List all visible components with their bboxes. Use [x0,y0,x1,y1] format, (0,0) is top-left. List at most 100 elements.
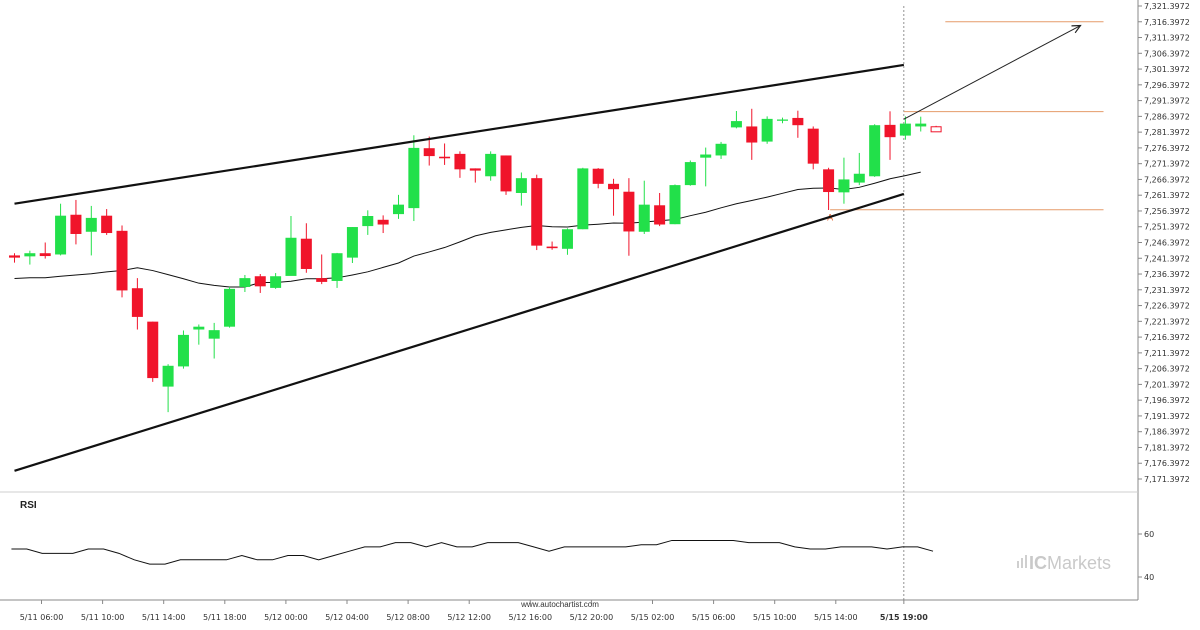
time-tick-label: 5/15 14:00 [814,613,858,622]
candle-body [9,255,20,258]
time-tick-label: 5/12 08:00 [386,613,430,622]
candle [393,194,404,219]
price-tick-label: 7,176.3972 [1144,459,1190,468]
candle [869,124,881,177]
candle [55,203,67,256]
candle-body [777,119,788,121]
time-tick-label: 5/12 16:00 [509,613,553,622]
candle [439,143,451,165]
price-tick-label: 7,281.3972 [1144,128,1190,137]
price-tick-label: 7,181.3972 [1144,443,1190,452]
candle-body [254,276,266,287]
candle [777,117,788,124]
candle-body [485,153,497,177]
candle-body [423,148,435,157]
candle-body [377,219,389,225]
candle [915,116,927,132]
candle [838,157,850,204]
price-tick-label: 7,256.3972 [1144,207,1190,216]
price-tick-label: 7,296.3972 [1144,81,1190,90]
price-tick-label: 7,221.3972 [1144,317,1190,326]
price-tick-label: 7,216.3972 [1144,333,1190,342]
candle [884,111,896,160]
candle [70,199,82,245]
candle [85,205,97,256]
price-tick-label: 7,236.3972 [1144,270,1190,279]
candle-body [346,227,358,258]
candle [254,274,266,293]
candle-body [408,147,420,209]
time-axis: 5/11 06:00 5/11 10:00 5/11 14:00 5/11 18:00… [20,600,928,622]
candle-body [838,179,850,193]
time-tick-label: 5/11 10:00 [81,613,125,622]
rsi-axis: 60 40 [1138,530,1154,582]
candle [608,178,620,216]
rsi-tick-label: 60 [1144,530,1154,539]
candle-body [899,123,911,136]
price-axis: 7,171.3972 7,176.3972 7,181.3972 7,186.3972… [1138,2,1190,484]
candlesticks [9,108,942,413]
candle [408,135,420,222]
rsi-label: RSI [20,500,37,511]
candle-body [546,246,558,249]
price-tick-label: 7,191.3972 [1144,412,1190,421]
candle-body [869,125,881,177]
candle [592,168,604,189]
candle [485,151,497,181]
candle [193,324,205,345]
candle [684,160,696,186]
candle-body [469,168,481,171]
candle-body [162,365,174,387]
candle-body [316,278,328,282]
time-tick-label: 5/11 18:00 [203,613,247,622]
candle-body [669,185,681,225]
candle [362,210,374,235]
price-tick-label: 7,316.3972 [1144,18,1190,27]
candle-body [500,155,512,192]
candle [208,322,220,359]
candle-body [300,238,312,269]
candle-body [270,276,282,288]
rsi-line [11,539,934,565]
brand-name-markets: Markets [1047,553,1111,573]
price-tick-label: 7,171.3972 [1144,475,1190,484]
candle-body [884,124,896,138]
rsi-tick-label: 40 [1144,573,1154,582]
price-tick-label: 7,196.3972 [1144,396,1190,405]
brand-name-ic: IC [1029,553,1047,573]
svg-text:ICMarkets: ICMarkets [1029,553,1111,573]
candle-body [807,128,819,164]
candle-body [761,118,773,142]
candle [147,321,159,382]
time-tick-label: 5/15 10:00 [753,613,797,622]
candle-body [623,191,635,232]
price-tick-label: 7,306.3972 [1144,49,1190,58]
price-tick-label: 7,301.3972 [1144,65,1190,74]
candle-body [792,117,804,126]
candle [239,274,251,292]
trendlines [14,24,1082,472]
candle-body [746,126,758,143]
resistance-trendline [14,63,905,205]
candle [39,242,51,259]
candle-body [715,143,727,156]
time-tick-label: 5/15 02:00 [631,613,675,622]
candle-body [454,153,466,170]
candle [9,253,20,263]
price-tick-label: 7,186.3972 [1144,428,1190,437]
candle-body [561,229,573,249]
price-tick-label: 7,241.3972 [1144,254,1190,263]
candle [930,125,942,133]
candle [638,180,650,234]
candle-body [362,216,374,227]
time-tick-label: 5/15 06:00 [692,613,736,622]
price-tick-label: 7,266.3972 [1144,175,1190,184]
candle [177,330,189,369]
price-tick-label: 7,286.3972 [1144,112,1190,121]
candle [561,228,573,255]
brand-logo: ICMarkets [1017,553,1111,573]
price-tick-label: 7,231.3972 [1144,286,1190,295]
price-tick-label: 7,271.3972 [1144,160,1190,169]
candle [700,147,712,187]
candle [423,136,435,166]
